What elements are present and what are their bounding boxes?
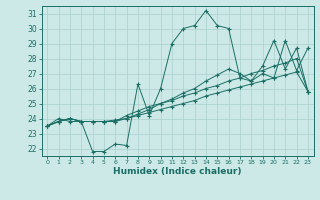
X-axis label: Humidex (Indice chaleur): Humidex (Indice chaleur) xyxy=(113,167,242,176)
